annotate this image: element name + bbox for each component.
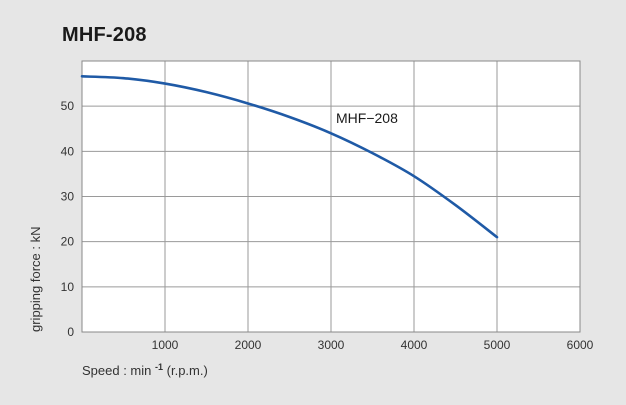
y-tick-label: 40 — [61, 144, 75, 158]
series-line — [80, 75, 499, 239]
y-tick-label: 0 — [67, 325, 74, 339]
x-axis-label: Speed : min -1 (r.p.m.) — [82, 358, 208, 378]
x-tick-label: 3000 — [318, 338, 345, 352]
x-tick-labels: 1000 2000 3000 4000 5000 6000 — [152, 338, 594, 352]
y-tick-label: 10 — [61, 280, 75, 294]
series-label: MHF−208 — [336, 110, 398, 126]
chart-title: MHF-208 — [62, 24, 147, 46]
x-tick-label: 4000 — [401, 338, 428, 352]
series-lines — [80, 75, 499, 239]
x-axis-label-main: Speed : min — [82, 363, 151, 378]
y-tick-label: 20 — [61, 235, 75, 249]
y-tick-labels: 0 10 20 30 40 50 — [61, 99, 75, 339]
y-axis-label: gripping force : kN — [28, 227, 43, 333]
grid — [82, 61, 580, 332]
x-tick-label: 6000 — [567, 338, 594, 352]
plot-frame — [81, 60, 581, 333]
x-tick-label: 2000 — [235, 338, 262, 352]
x-axis-label-sup: -1 — [155, 362, 163, 372]
x-axis-label-suffix: (r.p.m.) — [167, 363, 208, 378]
y-tick-label: 50 — [61, 99, 75, 113]
x-tick-label: 1000 — [152, 338, 179, 352]
x-tick-label: 5000 — [484, 338, 511, 352]
y-tick-label: 30 — [61, 190, 75, 204]
